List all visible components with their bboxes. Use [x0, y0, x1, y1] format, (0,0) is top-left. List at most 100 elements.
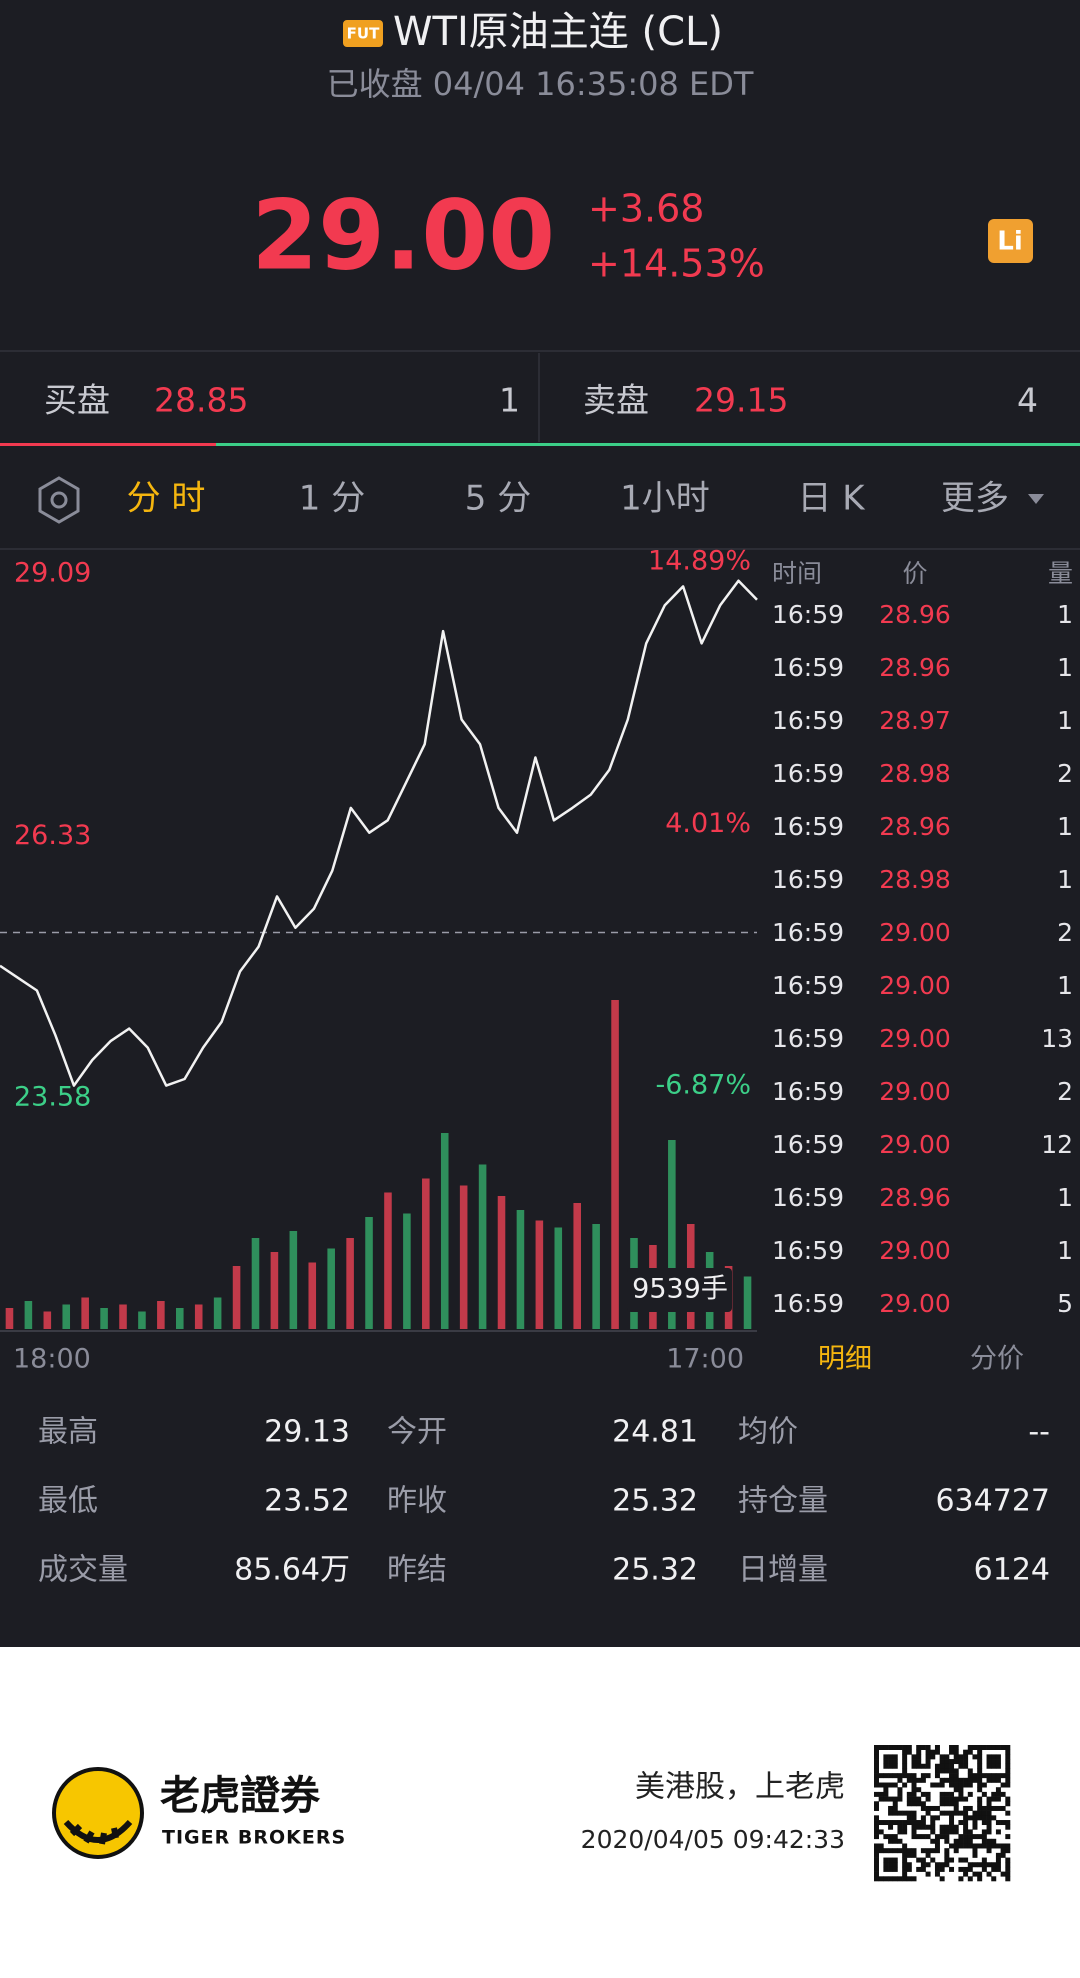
trade-time: 16:59 — [772, 1183, 844, 1212]
qr-cell — [977, 1745, 983, 1750]
qr-cell — [963, 1866, 969, 1872]
tab[interactable]: 分 时 — [127, 479, 206, 519]
tab[interactable]: 更多 — [941, 479, 1009, 519]
qr-cell — [958, 1787, 964, 1793]
trade-price: 28.96 — [879, 653, 951, 682]
qr-cell — [963, 1754, 969, 1760]
qr-cell — [981, 1834, 987, 1840]
qr-cell — [986, 1862, 992, 1868]
qr-cell — [878, 1843, 884, 1849]
level-icon-bg[interactable] — [988, 219, 1033, 263]
trade-time: 16:59 — [772, 1130, 844, 1159]
qr-cell — [897, 1810, 903, 1816]
qr-cell — [967, 1745, 973, 1750]
qr-cell — [953, 1787, 959, 1793]
qr-cell — [939, 1768, 945, 1774]
dark-background — [0, 0, 1080, 1647]
qr-cell — [967, 1768, 973, 1774]
trade-time: 16:59 — [772, 759, 844, 788]
tab[interactable]: 日 K — [797, 479, 866, 519]
qr-cell — [906, 1862, 912, 1868]
qr-cell — [981, 1866, 987, 1872]
qr-cell — [930, 1782, 936, 1788]
qr-cell — [953, 1810, 959, 1816]
qr-cell — [892, 1862, 898, 1868]
qr-cell — [1005, 1773, 1011, 1779]
volume-bar — [194, 1304, 203, 1329]
trades-tab[interactable]: 明细 — [818, 1344, 872, 1375]
qr-cell — [972, 1745, 978, 1750]
qr-cell — [949, 1820, 955, 1826]
qr-cell — [995, 1843, 1001, 1849]
qr-cell — [939, 1810, 945, 1816]
title: WTI原油主连 (CL) — [393, 9, 723, 55]
qr-cell — [934, 1749, 940, 1755]
qr-cell — [958, 1838, 964, 1844]
tab[interactable]: 1小时 — [620, 479, 710, 519]
trade-time: 16:59 — [772, 653, 844, 682]
qr-cell — [1005, 1745, 1011, 1750]
qr-cell — [934, 1843, 940, 1849]
trade-price: 28.96 — [879, 812, 951, 841]
qr-cell — [1000, 1848, 1006, 1854]
qr-cell — [958, 1810, 964, 1816]
volume-bar — [554, 1227, 563, 1329]
qr-cell — [906, 1796, 912, 1802]
qr-cell — [902, 1754, 908, 1760]
qr-cell — [944, 1852, 950, 1858]
qr-cell — [958, 1763, 964, 1769]
qr-cell — [972, 1773, 978, 1779]
trade-time: 16:59 — [772, 1236, 844, 1265]
qr-cell — [986, 1805, 992, 1811]
qr-cell — [944, 1759, 950, 1765]
qr-cell — [977, 1862, 983, 1868]
tab[interactable]: 1 分 — [299, 479, 365, 519]
qr-cell — [1000, 1745, 1006, 1750]
qr-cell — [986, 1801, 992, 1807]
qr-cell — [953, 1777, 959, 1783]
percent-tick-label: -6.87% — [655, 1070, 751, 1101]
volume-bar — [346, 1238, 354, 1329]
qr-cell — [967, 1834, 973, 1840]
stat-value: 29.13 — [264, 1415, 350, 1450]
qr-cell — [911, 1876, 917, 1882]
stat-value: 23.52 — [264, 1484, 350, 1519]
qr-cell — [902, 1848, 908, 1854]
qr-cell — [902, 1763, 908, 1769]
qr-cell — [1000, 1791, 1006, 1797]
qr-cell — [906, 1749, 912, 1755]
qr-cell — [995, 1796, 1001, 1802]
qr-cell — [991, 1843, 997, 1849]
qr-cell — [949, 1801, 955, 1807]
qr-cell — [916, 1754, 922, 1760]
trade-size: 1 — [1057, 1183, 1073, 1212]
qr-cell — [916, 1834, 922, 1840]
settings-icon[interactable] — [38, 476, 80, 524]
trade-time: 16:59 — [772, 600, 844, 629]
volume-bar — [459, 1185, 468, 1329]
ask-strength — [216, 443, 1080, 446]
stat-value: 85.64万 — [234, 1553, 350, 1588]
trades-tab[interactable]: 分价 — [970, 1344, 1024, 1375]
qr-cell — [986, 1745, 992, 1750]
qr-cell — [949, 1768, 955, 1774]
qr-cell — [972, 1820, 978, 1826]
qr-cell — [906, 1852, 912, 1858]
qr-cell — [892, 1810, 898, 1816]
qr-cell — [920, 1857, 926, 1863]
qr-cell — [878, 1796, 884, 1802]
qr-cell — [892, 1801, 898, 1807]
qr-cell — [963, 1796, 969, 1802]
qr-cell — [883, 1834, 889, 1840]
tab[interactable]: 5 分 — [465, 479, 531, 519]
qr-cell — [902, 1820, 908, 1826]
qr-cell — [963, 1824, 969, 1830]
qr-cell — [874, 1805, 879, 1811]
brand-en: TIGER BROKERS — [162, 1827, 346, 1849]
qr-cell — [888, 1838, 894, 1844]
volume-bar — [422, 1178, 430, 1329]
qr-cell — [991, 1777, 997, 1783]
trade-price: 29.00 — [879, 1236, 951, 1265]
qr-cell — [977, 1768, 983, 1774]
